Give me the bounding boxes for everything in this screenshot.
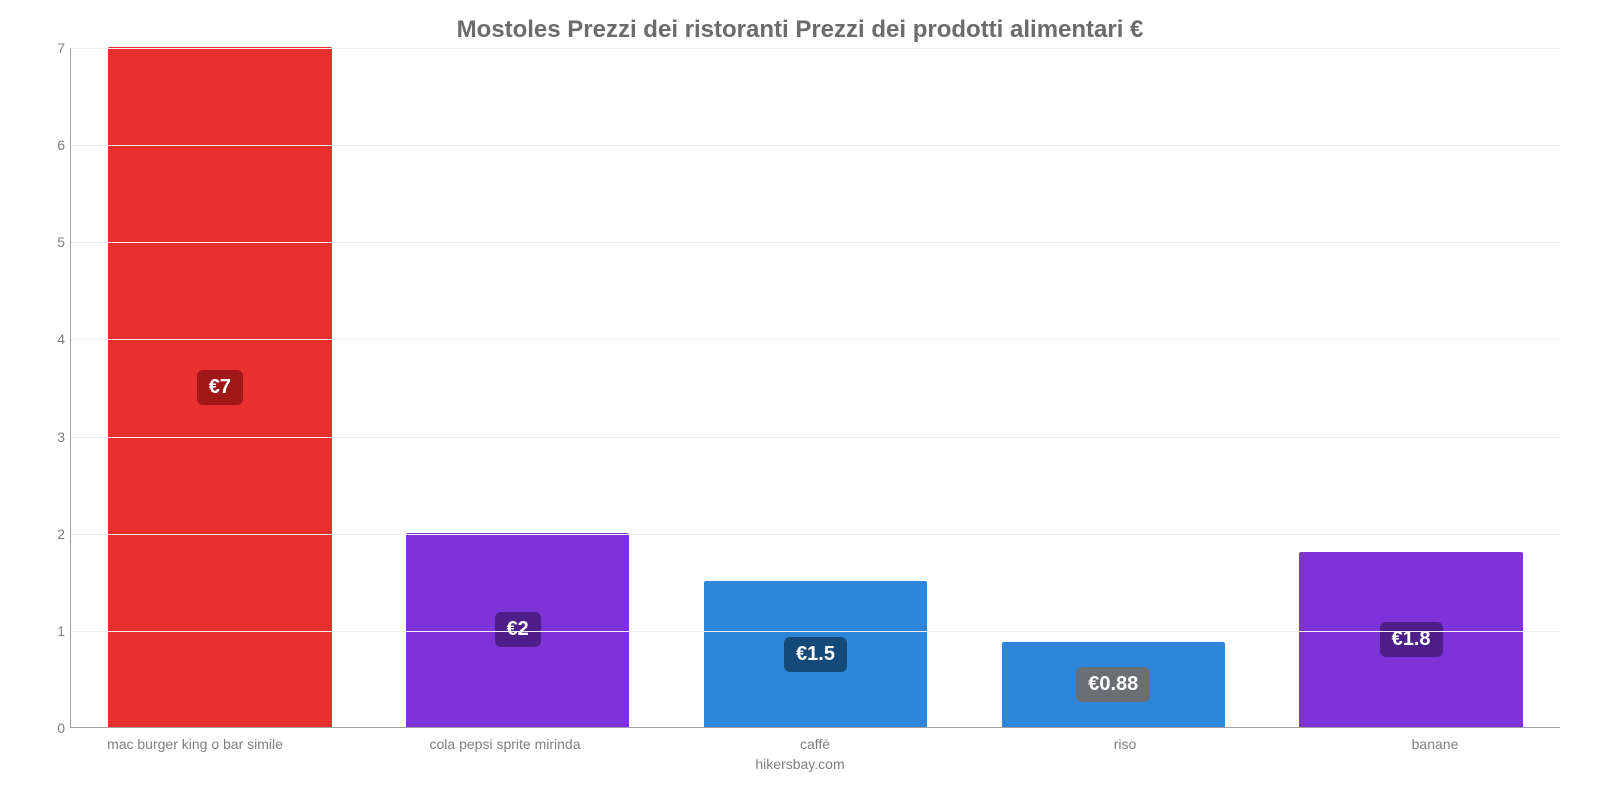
plot-region: €7€2€1.5€0.88€1.8 01234567 [70,48,1560,728]
bar-slot: €2 [369,48,667,727]
y-tick-label: 4 [37,331,65,347]
gridline [71,242,1560,243]
x-tick-label: banane [1280,730,1590,752]
y-tick-label: 7 [37,40,65,56]
value-badge: €1.5 [784,637,847,672]
attribution-text: hikersbay.com [0,756,1600,772]
y-tick-label: 6 [37,137,65,153]
bar-slot: €7 [71,48,369,727]
chart-container: Mostoles Prezzi dei ristoranti Prezzi de… [0,0,1600,800]
x-tick-label: caffè [660,730,970,752]
gridline [71,339,1560,340]
plot-area: €7€2€1.5€0.88€1.8 01234567 [70,48,1560,728]
bar: €1.5 [704,581,927,727]
gridline [71,48,1560,49]
bar: €7 [108,47,331,727]
y-tick-label: 2 [37,526,65,542]
value-badge: €7 [197,370,243,405]
x-tick-label: riso [970,730,1280,752]
x-tick-label: mac burger king o bar simile [40,730,350,752]
gridline [71,534,1560,535]
bar: €1.8 [1299,552,1522,727]
x-axis: mac burger king o bar similecola pepsi s… [40,730,1590,752]
y-tick-label: 3 [37,429,65,445]
value-badge: €0.88 [1076,667,1150,702]
gridline [71,437,1560,438]
y-tick-label: 1 [37,623,65,639]
bar-slot: €1.8 [1262,48,1560,727]
bar: €0.88 [1002,642,1225,727]
bar-slot: €1.5 [667,48,965,727]
chart-title: Mostoles Prezzi dei ristoranti Prezzi de… [30,16,1570,44]
bar-slot: €0.88 [964,48,1262,727]
gridline [71,631,1560,632]
gridline [71,145,1560,146]
value-badge: €1.8 [1380,622,1443,657]
x-tick-label: cola pepsi sprite mirinda [350,730,660,752]
bars-group: €7 €2 €1.5 €0.88 €1.8 [71,48,1560,727]
y-tick-label: 5 [37,234,65,250]
